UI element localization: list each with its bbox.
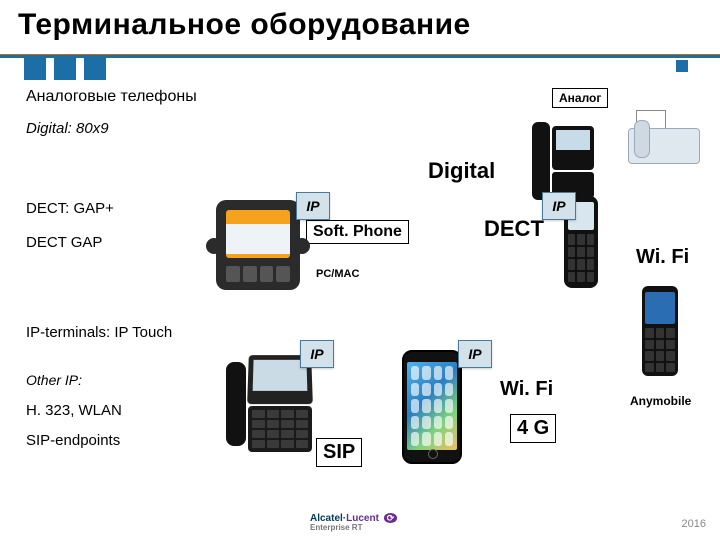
- ip-deskphone-icon: [226, 354, 314, 456]
- label-digital: Digital: [428, 158, 495, 184]
- list-item: H. 323, WLAN: [26, 402, 122, 419]
- wifi-handset-icon: [642, 286, 678, 376]
- ip-badge: IP: [458, 340, 492, 368]
- brand-icon: ⟳: [384, 513, 398, 523]
- footer-logo: Alcatel·Lucent ⟳ Enterprise RT: [310, 513, 397, 532]
- list-item: DECT GAP: [26, 234, 102, 251]
- title-rule: [0, 54, 720, 58]
- footer-year: 2016: [682, 518, 706, 530]
- softphone-frame-icon: [216, 200, 300, 290]
- label-sip: SIP: [316, 438, 362, 467]
- list-item: DECT: GAP+: [26, 200, 114, 217]
- list-item: SIP-endpoints: [26, 432, 120, 449]
- list-item: IP-terminals: IP Touch: [26, 324, 172, 341]
- label-anymobile: Anymobile: [630, 394, 691, 408]
- ip-badge: IP: [542, 192, 576, 220]
- slide-title: Терминальное оборудование: [18, 8, 471, 42]
- smartphone-icon: [402, 352, 462, 462]
- label-g4: 4 G: [510, 414, 556, 443]
- label-pcmac: PC/MAC: [316, 268, 359, 280]
- list-item: Digital: 80x9: [26, 120, 109, 137]
- analog-fax-icon: [628, 110, 698, 168]
- label-wifi2: Wi. Fi: [500, 378, 553, 401]
- ip-badge: IP: [300, 340, 334, 368]
- decor-square-right: [676, 60, 688, 72]
- list-item: Other IP:: [26, 372, 82, 388]
- brand-sub: Enterprise RT: [310, 523, 397, 532]
- label-wifi1: Wi. Fi: [636, 246, 689, 269]
- decor-square: [84, 58, 106, 80]
- ip-badge: IP: [296, 192, 330, 220]
- slide: Терминальное оборудование Аналоговые тел…: [0, 0, 720, 540]
- digital-phone-icon: [532, 122, 596, 200]
- decor-squares: [24, 58, 106, 80]
- label-analog: Аналог: [552, 88, 608, 108]
- label-dect: DECT: [484, 216, 544, 242]
- list-item: Аналоговые телефоны: [26, 88, 197, 106]
- decor-square: [54, 58, 76, 80]
- label-softphone: Soft. Phone: [306, 220, 409, 244]
- decor-square: [24, 58, 46, 80]
